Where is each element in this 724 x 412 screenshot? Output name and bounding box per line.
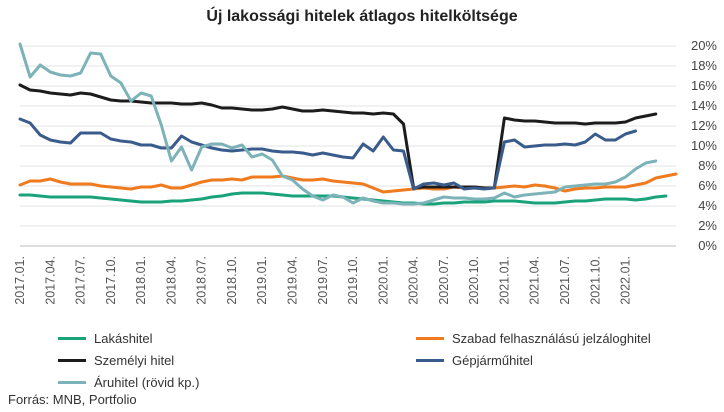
y-tick-label: 16% <box>691 78 717 93</box>
x-tick-label: 2020.07. <box>437 256 451 305</box>
legend-swatch <box>58 359 86 362</box>
legend-item-lakashitel: Lakáshitel <box>58 331 153 346</box>
x-tick-label: 2019.04. <box>285 256 299 305</box>
y-tick-label: 4% <box>698 198 717 213</box>
y-tick-label: 8% <box>698 158 717 173</box>
x-tick-label: 2017.04. <box>43 256 57 305</box>
x-tick-label: 2020.01. <box>376 256 390 305</box>
series-line-4 <box>18 42 658 206</box>
source-note: Forrás: MNB, Portfolio <box>8 392 137 407</box>
x-tick-label: 2019.07. <box>316 256 330 305</box>
legend-item-szemelyi-hitel: Személyi hitel <box>58 353 174 368</box>
x-axis-labels: 2017.01. 2017.04. 2017.07. 2017.10. 2018.01.… <box>13 256 633 305</box>
legend-item-gepjarmuhitel: Gépjárműhitel <box>416 353 533 368</box>
y-tick-label: 12% <box>691 118 717 133</box>
legend-item-aruhitel: Áruhitel (rövid kp.) <box>58 375 199 390</box>
series-lines <box>18 42 678 206</box>
x-tick-label: 2018.10. <box>225 256 239 305</box>
y-tick-label: 14% <box>691 98 717 113</box>
x-tick-label: 2021.01. <box>497 256 511 305</box>
x-tick-label: 2022.01. <box>619 256 633 305</box>
x-tick-label: 2021.07. <box>558 256 572 305</box>
x-tick-label: 2017.07. <box>74 256 88 305</box>
legend-swatch <box>58 381 86 384</box>
x-tick-label: 2021.04. <box>528 256 542 305</box>
y-tick-label: 2% <box>698 218 717 233</box>
x-tick-label: 2021.10. <box>588 256 602 305</box>
x-tick-label: 2019.10. <box>346 256 360 305</box>
legend-swatch <box>416 337 444 340</box>
legend-label: Áruhitel (rövid kp.) <box>94 375 200 390</box>
y-tick-label: 6% <box>698 178 717 193</box>
x-tick-label: 2018.07. <box>195 256 209 305</box>
series-line-1 <box>18 172 678 194</box>
x-tick-label: 2017.01. <box>13 256 27 305</box>
x-tick-label: 2020.10. <box>467 256 481 305</box>
series-line-2 <box>18 83 658 190</box>
x-tick-label: 2018.04. <box>164 256 178 305</box>
chart-title: Új lakossági hitelek átlagos hitelköltsé… <box>206 8 518 25</box>
x-tick-label: 2019.01. <box>255 256 269 305</box>
y-tick-label: 0% <box>698 238 717 253</box>
y-axis-labels: 0% 2% 4% 6% 8% 10% 12% 14% 16% 18% 20% <box>691 38 717 253</box>
legend-label: Lakáshitel <box>94 331 153 346</box>
legend-label: Gépjárműhitel <box>452 353 533 368</box>
gridlines <box>20 45 676 247</box>
legend-swatch <box>416 359 444 362</box>
x-tick-label: 2017.10. <box>104 256 118 305</box>
x-tick-label: 2020.04. <box>407 256 421 305</box>
y-tick-label: 20% <box>691 38 717 53</box>
legend-label: Személyi hitel <box>94 353 175 368</box>
legend-swatch <box>58 337 86 340</box>
series-line-3 <box>18 117 638 191</box>
y-tick-label: 18% <box>691 58 717 73</box>
y-tick-label: 10% <box>691 138 717 153</box>
legend-label: Szabad felhasználású jelzáloghitel <box>452 331 651 346</box>
x-tick-label: 2018.01. <box>134 256 148 305</box>
legend-item-szabad-jelzaloghitel: Szabad felhasználású jelzáloghitel <box>416 331 651 346</box>
